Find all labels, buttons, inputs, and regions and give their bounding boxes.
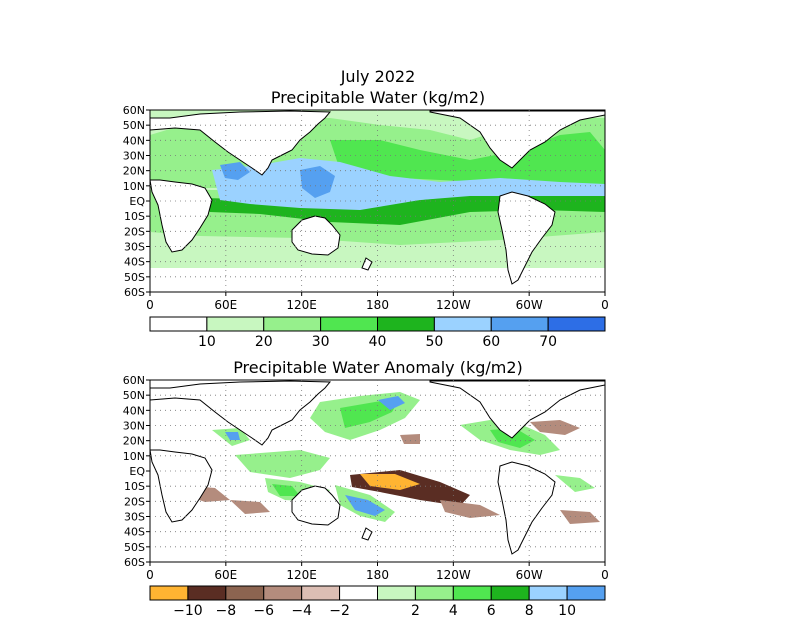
colorbar-swatch — [377, 316, 435, 332]
pw-map-gridlines — [146, 109, 606, 296]
anomaly-map-lon-labels: 0 60E 120E 180 120W 60W 0 — [146, 568, 609, 582]
colorbar-swatch — [301, 585, 341, 601]
colorbar-label: 8 — [525, 603, 534, 618]
colorbar-label: 40 — [369, 334, 387, 350]
colorbar-label: −2 — [329, 603, 350, 618]
colorbar-swatch — [149, 585, 189, 601]
colorbar-label: −6 — [253, 603, 274, 618]
colorbar-label: 4 — [449, 603, 458, 618]
anomaly-colorbar: −10 −8 −6 −4 −2 2 4 6 8 10 — [149, 585, 606, 618]
lat-label: 40S — [124, 526, 145, 539]
colorbar-label: −10 — [173, 603, 203, 618]
lat-label: 10S — [124, 480, 145, 493]
lat-label: 50S — [124, 271, 145, 284]
colorbar-swatch — [377, 585, 416, 601]
lon-label: 60E — [214, 298, 237, 312]
colorbar-swatch — [490, 316, 549, 332]
lat-label: 20S — [124, 495, 145, 508]
colorbar-label: 70 — [539, 334, 557, 350]
chart-title-month: July 2022 — [340, 67, 416, 86]
colorbar-swatch — [490, 585, 530, 601]
lat-label: 30S — [124, 511, 145, 524]
lat-label: EQ — [129, 465, 145, 478]
pw-map-lat-labels: 60N 50N 40N 30N 20N 10N EQ 10S 20S 30S 40S 50S 60S — [123, 104, 146, 299]
lat-label: 40N — [123, 134, 145, 147]
colorbar-swatch — [414, 585, 454, 601]
colorbar-swatch — [339, 585, 379, 601]
colorbar-label: 10 — [198, 334, 216, 350]
lon-label: 60W — [516, 568, 543, 582]
colorbar-label: 2 — [411, 603, 420, 618]
colorbar-swatch — [206, 316, 265, 332]
lat-label: 50S — [124, 541, 145, 554]
colorbar-swatch — [225, 585, 265, 601]
lon-label: 120E — [286, 298, 317, 312]
colorbar-label: 6 — [487, 603, 496, 618]
colorbar-swatch — [528, 585, 568, 601]
lon-label: 120W — [436, 298, 471, 312]
anomaly-title: Precipitable Water Anomaly (kg/m2) — [233, 358, 523, 377]
pw-colorbar: 10 20 30 40 50 60 70 — [149, 316, 606, 350]
colorbar-swatch — [566, 585, 606, 601]
lat-label: EQ — [129, 195, 145, 208]
lat-label: 10S — [124, 210, 145, 223]
colorbar-swatch — [263, 585, 303, 601]
lon-label: 180 — [366, 298, 389, 312]
anomaly-map-lat-labels: 60N 50N 40N 30N 20N 10N EQ 10S 20S 30S 40S 50S 60S — [123, 374, 146, 569]
colorbar-label: −4 — [291, 603, 312, 618]
lon-label: 60E — [214, 568, 237, 582]
lat-label: 20N — [123, 165, 145, 178]
lat-label: 10N — [123, 450, 145, 463]
lat-label: 10N — [123, 180, 145, 193]
chart-title-main: Precipitable Water (kg/m2) — [271, 88, 485, 107]
colorbar-label: 30 — [312, 334, 330, 350]
lon-label: 0 — [146, 298, 154, 312]
lat-label: 60S — [124, 556, 145, 569]
colorbar-label: 10 — [558, 603, 576, 618]
lon-label: 0 — [601, 568, 609, 582]
lat-label: 30N — [123, 150, 145, 163]
colorbar-swatch — [433, 316, 492, 332]
pw-map-lon-labels: 0 60E 120E 180 120W 60W 0 — [146, 298, 609, 312]
lon-label: 60W — [516, 298, 543, 312]
lat-label: 40S — [124, 256, 145, 269]
lon-label: 0 — [146, 568, 154, 582]
colorbar-swatch — [149, 316, 208, 332]
lat-label: 50N — [123, 389, 145, 402]
lat-label: 20S — [124, 225, 145, 238]
lon-label: 120W — [436, 568, 471, 582]
colorbar-swatch — [263, 316, 322, 332]
anomaly-map-gridlines — [146, 379, 606, 566]
lat-label: 30S — [124, 241, 145, 254]
colorbar-label: −8 — [216, 603, 237, 618]
lon-label: 120E — [286, 568, 317, 582]
colorbar-swatch — [452, 585, 492, 601]
lon-label: 180 — [366, 568, 389, 582]
colorbar-swatch — [320, 316, 378, 332]
lat-label: 40N — [123, 404, 145, 417]
lat-label: 20N — [123, 435, 145, 448]
lon-label: 0 — [601, 298, 609, 312]
colorbar-swatch — [547, 316, 606, 332]
lat-label: 60N — [123, 374, 145, 387]
lat-label: 50N — [123, 119, 145, 132]
colorbar-label: 60 — [482, 334, 500, 350]
lat-label: 60N — [123, 104, 145, 117]
colorbar-label: 20 — [255, 334, 273, 350]
lat-label: 30N — [123, 420, 145, 433]
lat-label: 60S — [124, 286, 145, 299]
colorbar-label: 50 — [425, 334, 443, 350]
colorbar-swatch — [187, 585, 227, 601]
